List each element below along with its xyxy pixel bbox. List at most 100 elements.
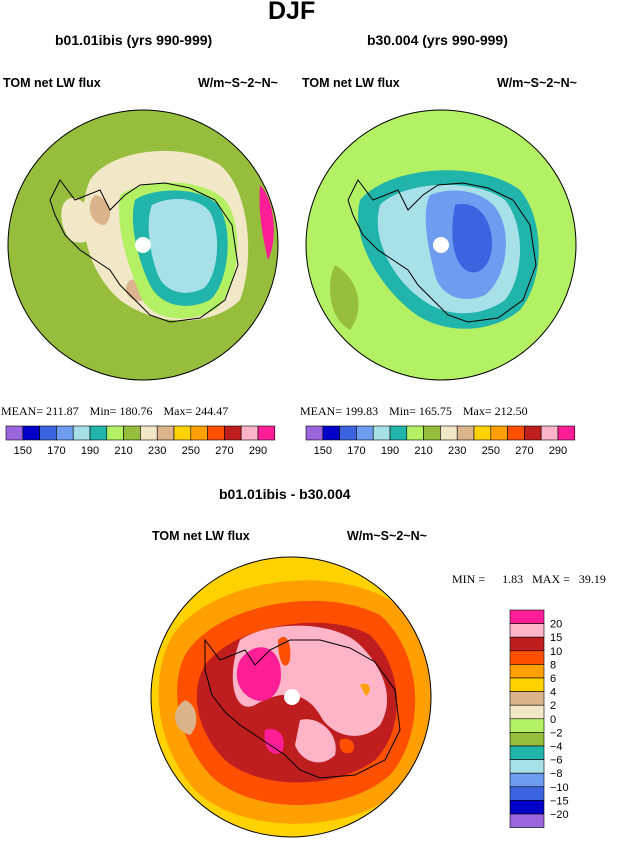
panel2-colorbar-swatch: [473, 425, 492, 441]
diff-colorbar-swatch: [509, 718, 545, 733]
diff-colorbar-tick-label: 15: [550, 632, 562, 644]
panel1-colorbar-swatch: [173, 425, 192, 441]
diff-units-label: W/m~S~2~N~: [347, 529, 427, 543]
diff-colorbar-swatch: [509, 609, 545, 624]
panel1-colorbar-tick-label: 170: [47, 445, 65, 457]
panel2-variable-label: TOM net LW flux: [302, 76, 400, 90]
panel1-colorbar-tick-label: 150: [14, 445, 32, 457]
diff-colorbar-swatch: [509, 664, 545, 679]
panel1-colorbar-tick-label: 210: [114, 445, 132, 457]
panel2-colorbar-swatch: [339, 425, 357, 441]
diff-colorbar-tick-label: 0: [550, 714, 556, 726]
diff-colorbar-swatch: [509, 732, 545, 747]
diff-colorbar-tick-label: 6: [550, 673, 556, 685]
panel1-colorbar: 150 170 190 210 230 250 270 290: [5, 425, 276, 457]
diff-colorbar-tick-label: −6: [550, 755, 563, 767]
diff-colorbar-swatch: [509, 772, 545, 788]
diff-colorbar-swatch: [509, 691, 545, 706]
panel1-colorbar-swatch: [5, 425, 24, 441]
panel1-title: b01.01ibis (yrs 990-999): [55, 32, 213, 48]
panel1-colorbar-swatch: [156, 425, 175, 441]
panel1-stats: MEAN= 211.87 Min= 180.76 Max= 244.47: [1, 404, 228, 419]
panel2-colorbar-tick-label: 170: [347, 445, 365, 457]
diff-colorbar-tick-label: −2: [550, 727, 563, 739]
panel1-units-label: W/m~S~2~N~: [198, 76, 278, 90]
panel2-colorbar-tick-label: 210: [414, 445, 432, 457]
diff-colorbar-swatch: [509, 800, 545, 815]
diff-colorbar-swatch: [509, 636, 545, 652]
diff-colorbar-tick-label: −20: [550, 809, 569, 821]
panel1-colorbar-tick-label: 190: [81, 445, 99, 457]
panel1-min-label: Min=: [89, 404, 117, 418]
panel1-max-value: 244.47: [195, 404, 229, 418]
panel1-colorbar-swatch: [89, 425, 108, 441]
diff-map: [150, 556, 432, 838]
panel2-colorbar: 150 170 190 210 230 250 270 290: [305, 425, 576, 457]
panel1-colorbar-swatch: [257, 425, 276, 441]
diff-colorbar-tick-label: 8: [550, 659, 556, 671]
panel2-colorbar-tick-label: 190: [381, 445, 399, 457]
panel2-colorbar-swatch: [440, 425, 458, 441]
diff-colorbar-tick-label: −4: [550, 741, 563, 753]
panel1-colorbar-swatch: [207, 425, 225, 441]
panel1-variable-label: TOM net LW flux: [3, 76, 101, 90]
panel1-colorbar-swatch: [39, 425, 57, 441]
panel2-units-label: W/m~S~2~N~: [497, 76, 577, 90]
panel1-min-value: 180.76: [119, 404, 153, 418]
panel2-min-label: Min=: [389, 404, 416, 418]
panel2-colorbar-swatch: [540, 425, 559, 441]
diff-variable-label: TOM net LW flux: [152, 529, 250, 543]
diff-colorbar-swatch: [509, 650, 545, 665]
panel1-mean-value: 211.87: [46, 404, 79, 418]
panel2-colorbar-swatch: [372, 425, 391, 441]
panel2-colorbar-swatch: [389, 425, 408, 441]
panel2-colorbar-swatch: [490, 425, 508, 441]
panel2-colorbar-tick-label: 250: [482, 445, 500, 457]
diff-colorbar-tick-label: 2: [550, 700, 556, 712]
diff-colorbar-tick-label: −10: [550, 782, 569, 794]
panel1-map: [7, 109, 279, 381]
panel1-colorbar-tick-label: 290: [249, 445, 267, 457]
panel2-colorbar-swatch: [305, 425, 324, 441]
diff-colorbar-tick-label: 10: [550, 646, 562, 658]
panel1-colorbar-tick-label: 270: [215, 445, 233, 457]
panel1-colorbar-swatch: [123, 425, 141, 441]
panel2-colorbar-swatch: [423, 425, 441, 441]
panel2-colorbar-swatch: [456, 425, 475, 441]
panel1-colorbar-tick-label: 250: [182, 445, 200, 457]
panel2-stats: MEAN= 199.83 Min= 165.75 Max= 212.50: [300, 404, 528, 419]
panel2-map: [305, 109, 577, 381]
panel2-colorbar-swatch: [557, 425, 576, 441]
diff-stats: MIN = 1.83 MAX = 39.19: [452, 572, 606, 587]
panel1-colorbar-swatch: [224, 425, 242, 441]
diff-colorbar-swatch: [509, 759, 545, 774]
diff-min-label: MIN =: [452, 572, 486, 586]
diff-colorbar-swatch: [509, 786, 545, 801]
diff-min-value: 1.83: [502, 572, 524, 586]
panel1-colorbar-swatch: [106, 425, 124, 441]
panel1-mean-label: MEAN=: [1, 404, 44, 418]
panel2-colorbar-swatch: [406, 425, 424, 441]
panel2-colorbar-tick-label: 290: [549, 445, 567, 457]
diff-max-label: MAX =: [532, 572, 570, 586]
panel2-colorbar-swatch: [356, 425, 374, 441]
diff-colorbar-tick-label: −15: [550, 795, 569, 807]
diff-colorbar-swatch: [509, 745, 545, 760]
diff-colorbar-tick-label: −8: [550, 768, 563, 780]
panel1-colorbar-swatch: [22, 425, 40, 441]
panel2-colorbar-tick-label: 230: [448, 445, 466, 457]
diff-max-value: 39.19: [578, 572, 606, 586]
panel2-mean-value: 199.83: [345, 404, 379, 418]
panel1-colorbar-swatch: [56, 425, 74, 441]
diff-colorbar-swatch: [509, 813, 545, 828]
panel2-colorbar-swatch: [507, 425, 525, 441]
panel2-max-value: 212.50: [494, 404, 528, 418]
panel2-colorbar-swatch: [322, 425, 340, 441]
panel1-colorbar-swatch: [72, 425, 91, 441]
diff-colorbar-swatch: [509, 704, 545, 720]
panel1-colorbar-swatch: [190, 425, 208, 441]
panel2-title: b30.004 (yrs 990-999): [367, 32, 508, 48]
diff-colorbar-tick-label: 20: [550, 619, 562, 631]
